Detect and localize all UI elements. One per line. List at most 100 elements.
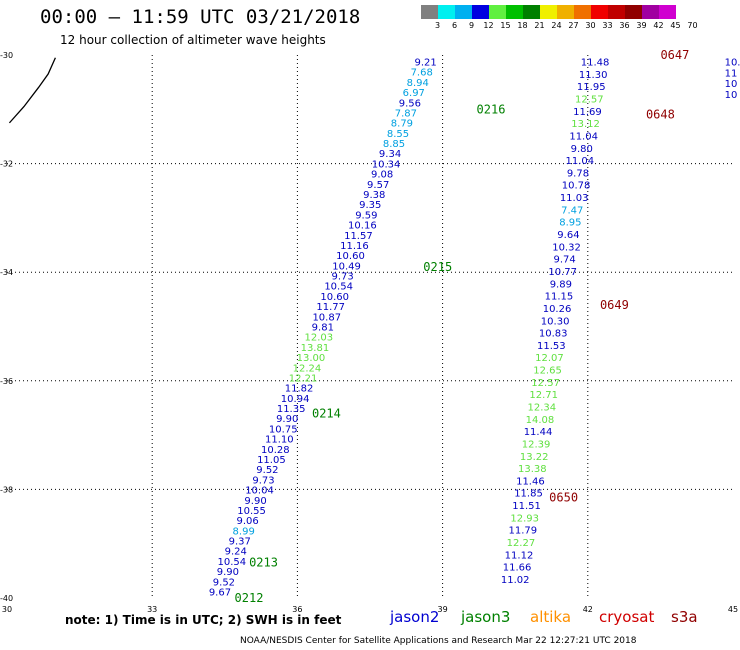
wave-height-label: 11.85: [514, 489, 543, 500]
wave-height-label: 9.73: [331, 272, 353, 283]
wave-height-label: 12.39: [522, 439, 551, 450]
pass-time-label: 0648: [646, 108, 675, 122]
legend-swatch: [642, 5, 659, 19]
wave-height-label: 9.56: [399, 98, 421, 109]
wave-height-label: 9.78: [567, 168, 589, 179]
wave-height-label: 11.44: [524, 427, 553, 438]
wave-height-label: 13.00: [297, 353, 326, 364]
wave-height-label: 12.65: [533, 366, 562, 377]
wave-height-label: 9.06: [237, 516, 259, 527]
wave-height-label: 11.79: [508, 526, 537, 537]
wave-height-label: 11.82: [285, 384, 314, 395]
units-note: note: 1) Time is in UTC; 2) SWH is in fe…: [65, 613, 342, 627]
wave-height-label: 9.57: [367, 180, 389, 191]
wave-height-label: 8.55: [387, 129, 409, 140]
legend-swatch: [591, 5, 608, 19]
legend-label: 21: [534, 21, 545, 30]
wave-height-label: 11.77: [316, 302, 345, 313]
wave-height-label: 9.90: [244, 496, 266, 507]
wave-height-label: 12.24: [293, 363, 322, 374]
pass-time-label: 0647: [660, 48, 689, 62]
wave-height-label: 9.74: [554, 255, 576, 266]
wave-height-label: 9.64: [557, 230, 579, 241]
wave-height-label: 12.21: [289, 373, 318, 384]
legend-label: 39: [636, 21, 647, 30]
lon-tick-label: 39: [438, 605, 448, 614]
lat-tick-label: -34: [0, 268, 13, 277]
legend-swatch: [540, 5, 557, 19]
wave-height-label: 12.27: [507, 538, 536, 549]
wave-height-label: 7.47: [561, 205, 583, 216]
wave-height-label: 11.69: [573, 107, 602, 118]
legend-swatch: [523, 5, 540, 19]
legend-label: 70: [687, 21, 698, 30]
wave-height-label: 11.57: [344, 231, 373, 242]
wave-height-label: 10.34: [372, 159, 401, 170]
satellite-legend-cryosat: cryosat: [599, 608, 655, 626]
wave-height-label: 11.95: [577, 82, 606, 93]
wave-height-label: 10.32: [552, 242, 581, 253]
wave-height-label: 12.71: [529, 390, 558, 401]
legend-swatch: [506, 5, 523, 19]
pass-time-label: 0214: [312, 406, 341, 420]
pass-time-label: 0649: [600, 298, 629, 312]
legend-swatch: [489, 5, 506, 19]
lat-tick-label: -38: [0, 485, 13, 494]
wave-height-label: 11.15: [545, 292, 574, 303]
wave-height-label: 11.53: [537, 341, 566, 352]
wave-height-label: 9.24: [225, 547, 247, 558]
wave-height-label: 13.12: [571, 119, 600, 130]
wave-height-label: 10: [725, 90, 738, 101]
wave-height-label: 9.81: [312, 323, 334, 334]
wave-height-label: 11.04: [569, 131, 598, 142]
wave-height-label: 10.60: [320, 292, 349, 303]
color-scale-labels: 3 6 9 12 15 18 21 24 27 30 33 36 39 42 45 70: [421, 21, 740, 33]
lon-tick-label: 36: [292, 605, 302, 614]
wave-height-label: 10: [725, 79, 738, 90]
wave-height-label: 14.08: [526, 415, 555, 426]
legend-swatch: [557, 5, 574, 19]
wave-height-label: 10.87: [312, 312, 341, 323]
wave-height-label: 10.78: [562, 181, 591, 192]
wave-height-label: 11.16: [340, 241, 369, 252]
wave-height-label: 11.46: [516, 476, 545, 487]
wave-height-label: 10.77: [548, 267, 577, 278]
lat-tick-label: -32: [0, 160, 13, 169]
lon-tick-label: 45: [728, 605, 738, 614]
wave-height-label: 11.51: [512, 501, 541, 512]
wave-height-label: 12.07: [535, 353, 564, 364]
pass-time-label: 0212: [235, 591, 264, 605]
wave-height-label: 10.75: [269, 424, 298, 435]
wave-height-label: 8.85: [383, 139, 405, 150]
wave-height-label: 9.37: [229, 537, 251, 548]
wave-height-label: 10.55: [237, 506, 266, 517]
wave-height-label: 9.73: [252, 475, 274, 486]
legend-label: 36: [619, 21, 630, 30]
lon-tick-label: 30: [2, 605, 12, 614]
wave-height-label: 9.38: [363, 190, 385, 201]
wave-height-label: 9.08: [371, 170, 393, 181]
pass-time-label: 0650: [549, 491, 578, 505]
legend-label: 12: [483, 21, 494, 30]
wave-height-label: 9.52: [213, 577, 235, 588]
wave-height-label: 10.04: [245, 486, 274, 497]
wave-height-label: 9.67: [209, 587, 231, 598]
wave-height-label: 12.57: [531, 378, 560, 389]
legend-label: 3: [434, 21, 441, 30]
legend-swatch: [438, 5, 455, 19]
wave-height-label: 7.87: [395, 108, 417, 119]
wave-height-label: 11.48: [581, 58, 610, 69]
legend-swatch: [574, 5, 591, 19]
wave-height-label: 10.49: [332, 261, 361, 272]
legend-swatch: [659, 5, 676, 19]
map-subtitle: 12 hour collection of altimeter wave hei…: [60, 33, 326, 47]
wave-height-label: 9.34: [379, 149, 401, 160]
lon-tick-label: 33: [147, 605, 157, 614]
legend-swatch: [608, 5, 625, 19]
wave-height-label: 13.81: [301, 343, 330, 354]
footer-credit: NOAA/NESDIS Center for Satellite Applica…: [240, 636, 637, 646]
satellite-legend-s3a: s3a: [671, 608, 698, 626]
map-title: 00:00 – 11:59 UTC 03/21/2018: [40, 6, 361, 28]
wave-height-label: 12.34: [527, 403, 556, 414]
